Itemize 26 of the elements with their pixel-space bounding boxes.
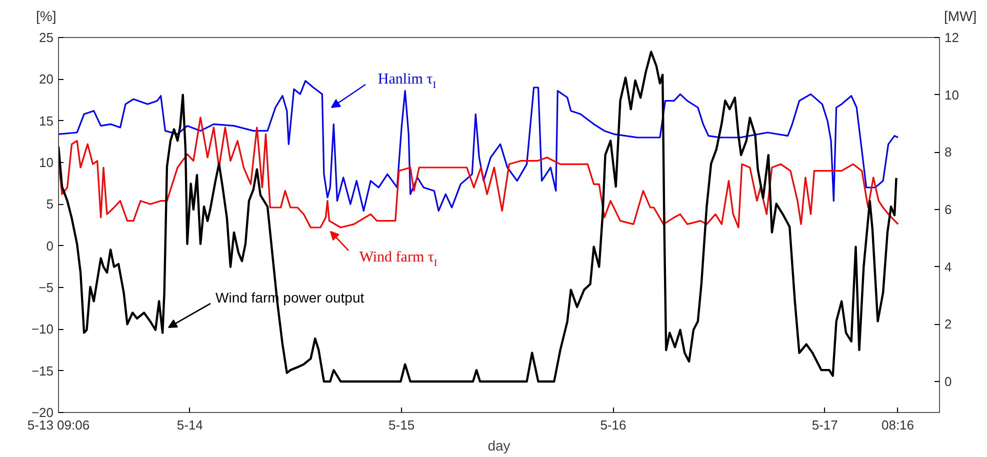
y2-tick-label: 2 <box>944 316 952 332</box>
x-tick-label: 5-13 09:06 <box>27 418 90 432</box>
x-axis-title: day <box>488 438 510 454</box>
y-tick-label: 20 <box>39 72 54 87</box>
y-tick-label: 0 <box>46 238 54 254</box>
y-tick-label: −15 <box>31 363 54 378</box>
y-tick-label: 15 <box>39 113 54 128</box>
y2-tick-label: 10 <box>944 87 959 102</box>
y2-tick-label: 12 <box>944 30 959 45</box>
x-tick-label: 5-17 <box>812 418 838 432</box>
y2-tick-label: 6 <box>944 202 952 218</box>
y-tick-label: −10 <box>31 322 54 337</box>
x-tick-label: 5-16 <box>600 418 626 432</box>
y2-tick-label: 8 <box>944 144 952 160</box>
y-tick-label: 25 <box>39 30 54 45</box>
y-tick-label: 10 <box>39 155 54 170</box>
y2-tick-label: 4 <box>944 259 952 274</box>
x-tick-label: 08:16 <box>881 418 914 432</box>
y-tick-label: 5 <box>46 196 54 212</box>
x-tick-label: 5-14 <box>176 418 203 432</box>
y2-axis-title: [MW] <box>944 7 977 26</box>
y-axis-title: [%] <box>36 7 56 26</box>
x-tick-label: 5-15 <box>388 418 415 432</box>
y2-tick-label: 0 <box>944 374 952 390</box>
y-tick-label: −20 <box>31 405 54 420</box>
y-tick-label: −5 <box>38 280 54 295</box>
